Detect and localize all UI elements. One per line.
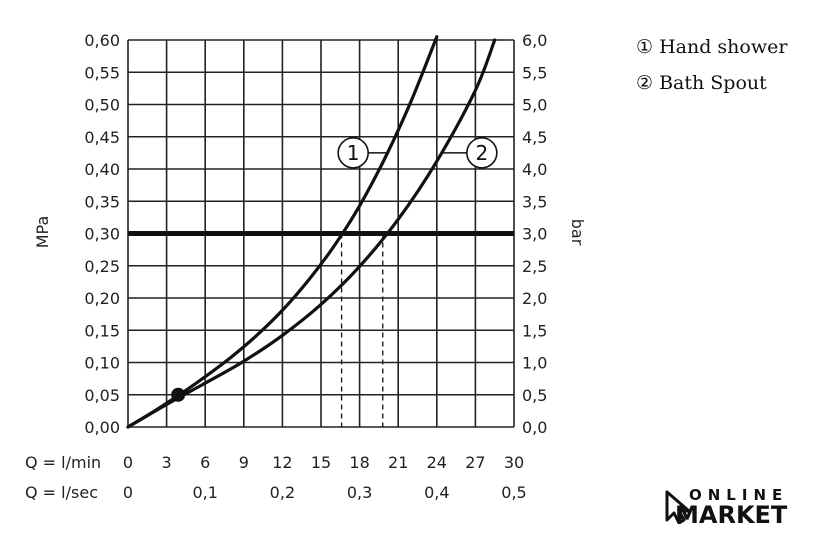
legend-marker-2: ② — [636, 72, 654, 94]
online-market-logo: ONLINE MARKET — [665, 488, 788, 527]
y-tick-label-left: 0,50 — [84, 96, 120, 115]
y-tick-label-left: 0,00 — [84, 418, 120, 437]
x-tick-label-lmin: 24 — [427, 453, 447, 472]
logo-text-market: MARKET — [675, 501, 788, 529]
x-tick-label-lmin: 30 — [504, 453, 524, 472]
y-tick-label-left: 0,60 — [84, 31, 120, 50]
y-tick-label-right: 2,5 — [522, 257, 547, 276]
y-tick-label-right: 3,5 — [522, 192, 547, 211]
curve-marker-circle — [466, 137, 498, 169]
y-tick-label-right: 3,0 — [522, 225, 547, 244]
x-axis-row1-label: Q = l/min — [25, 453, 101, 472]
series-line-2 — [126, 38, 497, 429]
logo-text-online: ONLINE — [689, 486, 789, 504]
y-tick-label-left: 0,20 — [84, 289, 120, 308]
legend-label-hand-shower: Hand shower — [659, 36, 788, 58]
y-tick-label-right: 4,0 — [522, 160, 547, 179]
x-tick-label-lsec: 0,5 — [501, 483, 526, 502]
y-tick-label-left: 0,25 — [84, 257, 120, 276]
curve-marker-circle — [337, 137, 369, 169]
y-axis-title-right: bar — [568, 219, 587, 246]
x-tick-label-lsec: 0 — [123, 483, 133, 502]
cursor-arrow-icon — [665, 490, 691, 524]
legend-item-hand-shower: ① Hand shower — [636, 36, 787, 58]
y-tick-label-right: 5,5 — [522, 63, 547, 82]
reference-line-group — [128, 231, 514, 427]
y-tick-label-right: 6,0 — [522, 31, 547, 50]
y-tick-label-left: 0,35 — [84, 192, 120, 211]
curve-marker-label: 1 — [347, 141, 360, 165]
y-tick-label-left: 0,30 — [84, 225, 120, 244]
x-tick-label-lmin: 6 — [200, 453, 210, 472]
x-tick-label-lmin: 15 — [311, 453, 331, 472]
y-tick-label-left: 0,10 — [84, 354, 120, 373]
legend-label-bath-spout: Bath Spout — [659, 72, 767, 94]
x-tick-label-lmin: 21 — [388, 453, 408, 472]
y-tick-label-right: 2,0 — [522, 289, 547, 308]
y-tick-label-right: 4,5 — [522, 128, 547, 147]
x-tick-label-lsec: 0,4 — [424, 483, 449, 502]
y-tick-label-right: 0,0 — [522, 418, 547, 437]
operating-point — [171, 387, 186, 402]
legend-item-bath-spout: ② Bath Spout — [636, 72, 787, 94]
y-tick-label-right: 1,0 — [522, 354, 547, 373]
y-tick-label-left: 0,05 — [84, 386, 120, 405]
x-tick-label-lmin: 27 — [465, 453, 485, 472]
curve-marker-label: 2 — [475, 141, 488, 165]
x-tick-label-lsec: 0,1 — [192, 483, 217, 502]
y-tick-label-left: 0,40 — [84, 160, 120, 179]
y-tick-label-left: 0,55 — [84, 63, 120, 82]
ticks-group: 0,000,050,100,150,200,250,300,350,400,45… — [84, 31, 547, 502]
x-tick-label-lmin: 12 — [272, 453, 292, 472]
y-tick-label-right: 0,5 — [522, 386, 547, 405]
y-tick-label-right: 5,0 — [522, 96, 547, 115]
legend: ① Hand shower ② Bath Spout — [636, 36, 787, 94]
x-axis-row2-label: Q = l/sec — [25, 483, 98, 502]
x-tick-label-lmin: 9 — [239, 453, 249, 472]
y-tick-label-right: 1,5 — [522, 321, 547, 340]
y-tick-label-left: 0,15 — [84, 321, 120, 340]
legend-marker-1: ① — [636, 36, 654, 58]
x-tick-label-lmin: 3 — [162, 453, 172, 472]
x-tick-label-lsec: 0,2 — [270, 483, 295, 502]
x-tick-label-lsec: 0,3 — [347, 483, 372, 502]
x-tick-label-lmin: 18 — [349, 453, 369, 472]
x-tick-label-lmin: 0 — [123, 453, 133, 472]
y-tick-label-left: 0,45 — [84, 128, 120, 147]
y-axis-title-left: MPa — [33, 216, 52, 249]
